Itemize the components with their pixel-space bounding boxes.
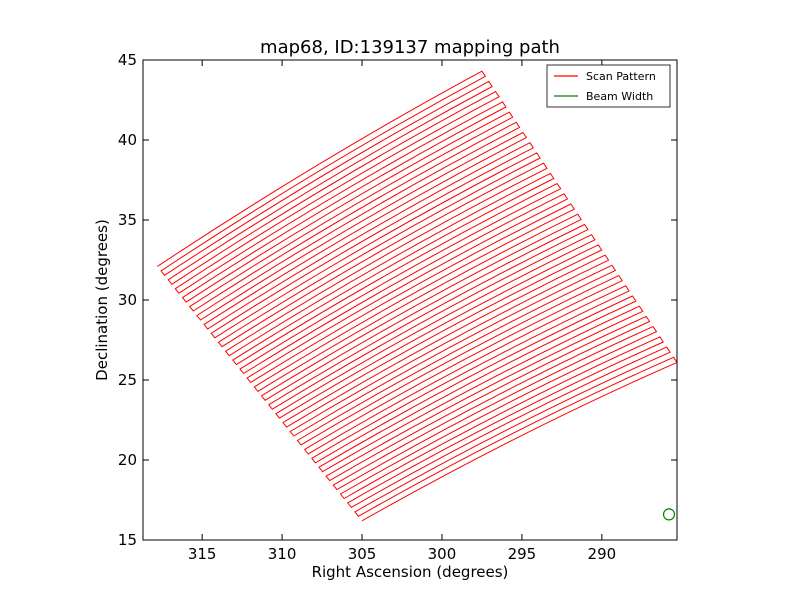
y-tick-label: 30	[118, 291, 137, 309]
x-tick-label: 290	[588, 545, 617, 563]
x-tick-label: 305	[348, 545, 377, 563]
x-tick-label: 300	[428, 545, 457, 563]
x-tick-label: 295	[508, 545, 537, 563]
y-tick-label: 20	[118, 451, 137, 469]
legend-label-scan-pattern: Scan Pattern	[586, 70, 656, 83]
y-tick-label: 25	[118, 371, 137, 389]
x-tick-label: 310	[268, 545, 297, 563]
beam-width-marker	[662, 508, 676, 521]
chart-title: map68, ID:139137 mapping path	[260, 37, 560, 58]
x-axis-title: Right Ascension (degrees)	[312, 563, 509, 581]
y-tick-label: 45	[118, 51, 137, 69]
y-tick-label: 35	[118, 211, 137, 229]
x-tick-label: 315	[188, 545, 217, 563]
legend-label-beam-width: Beam Width	[586, 90, 653, 103]
y-tick-label: 15	[118, 531, 137, 549]
legend-box	[546, 64, 671, 108]
scan-pattern-line	[157, 70, 678, 522]
legend: Scan Pattern Beam Width	[546, 64, 671, 108]
y-axis: 15 20 25 30 35 40 45	[118, 51, 677, 549]
y-axis-title: Declination (degrees)	[93, 219, 111, 381]
x-axis: 315 310 305 300 295 290	[188, 60, 616, 563]
y-tick-label: 40	[118, 131, 137, 149]
plot-area	[157, 70, 678, 522]
